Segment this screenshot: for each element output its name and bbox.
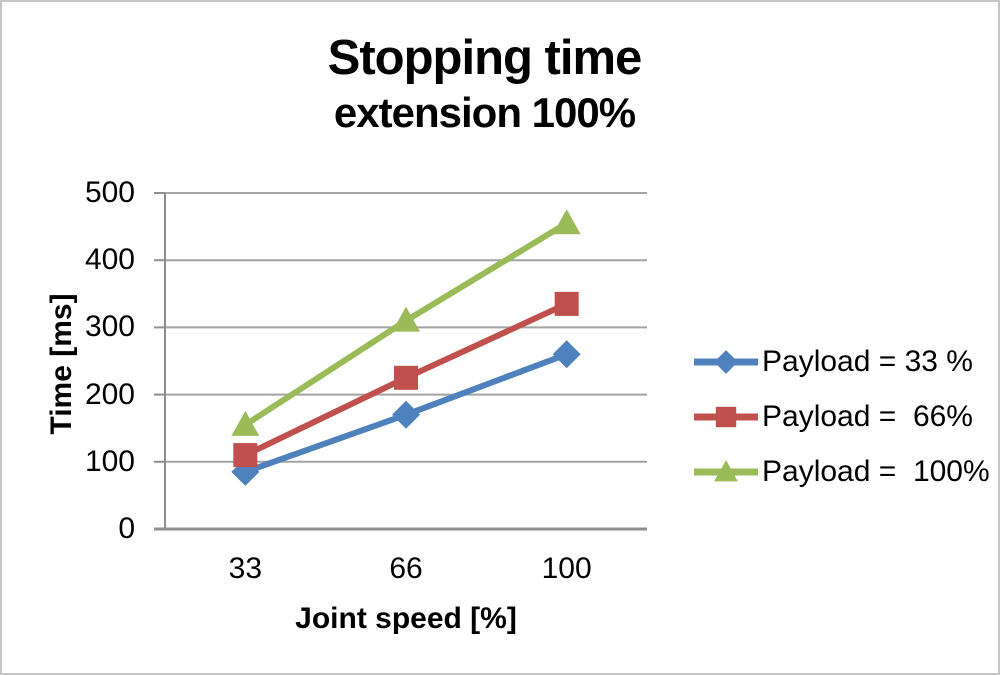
legend-marker-2 bbox=[714, 459, 738, 481]
legend-item-0: Payload = 33 % bbox=[692, 334, 990, 389]
legend-label-1: Payload = 66% bbox=[762, 399, 973, 433]
y-tick-label-300: 300 bbox=[84, 310, 135, 344]
x-tick-label-66: 66 bbox=[389, 552, 423, 585]
series-2-point-0 bbox=[231, 410, 260, 436]
series-2-point-1 bbox=[392, 306, 420, 332]
legend-square-icon bbox=[694, 406, 758, 427]
chart-title: Stopping time extension 100% bbox=[2, 28, 967, 138]
legend-label-0: Payload = 33 % bbox=[762, 344, 973, 378]
legend-marker-1 bbox=[715, 406, 737, 427]
series-0-point-2 bbox=[552, 340, 581, 369]
chart-title-line2: extension 100% bbox=[333, 89, 636, 136]
legend-marker-0 bbox=[714, 349, 738, 374]
x-tick-label-100: 100 bbox=[541, 552, 592, 585]
y-tick-label-500: 500 bbox=[84, 176, 135, 209]
legend-triangle-icon bbox=[694, 459, 758, 481]
series-1-point-1 bbox=[394, 365, 418, 390]
legend: Payload = 33 % Payload = 66% Payload = 100… bbox=[692, 334, 990, 499]
plot-area bbox=[154, 192, 647, 531]
y-tick-label-400: 400 bbox=[84, 243, 135, 277]
y-tick-label-100: 100 bbox=[84, 444, 135, 478]
series-2-point-2 bbox=[552, 209, 581, 235]
y-tick-label-0: 0 bbox=[118, 512, 135, 545]
chart-title-line1: Stopping time bbox=[327, 31, 643, 85]
x-axis-title: Joint speed [%] bbox=[295, 602, 517, 635]
legend-label-2: Payload = 100% bbox=[762, 454, 990, 488]
legend-item-2: Payload = 100% bbox=[692, 444, 990, 499]
series-0-point-1 bbox=[392, 400, 420, 429]
series-1-point-2 bbox=[554, 291, 579, 316]
x-tick-label-33: 33 bbox=[228, 552, 263, 585]
series-1-point-0 bbox=[233, 443, 258, 468]
legend-item-1: Payload = 66% bbox=[692, 389, 990, 444]
y-tick-label-200: 200 bbox=[84, 377, 135, 411]
legend-diamond-icon bbox=[694, 349, 758, 374]
